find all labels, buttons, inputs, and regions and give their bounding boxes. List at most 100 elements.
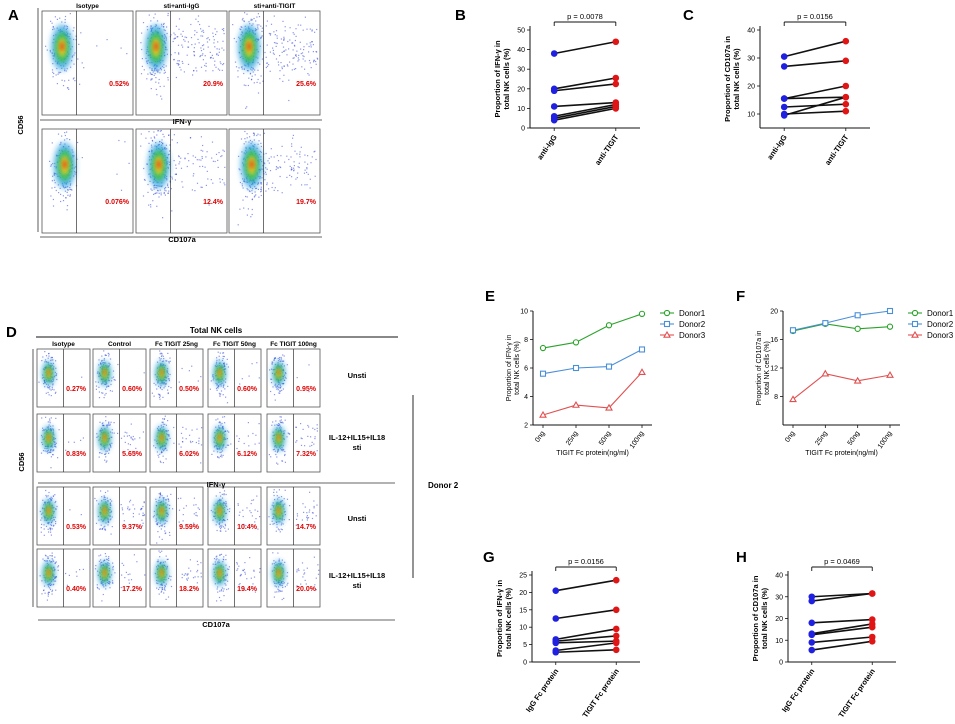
y-axis-label-line1: Proportion of IFN-γ in (493, 40, 502, 117)
flow-event-dot (74, 52, 76, 54)
flow-event-dot (129, 508, 131, 510)
flow-event-dot (256, 362, 258, 364)
flow-event-dot (251, 198, 253, 200)
flow-event-dot (282, 360, 284, 362)
flow-event-dot (260, 182, 262, 184)
flow-event-dot (225, 493, 227, 496)
flow-event-dot (54, 569, 56, 571)
flow-event-dot (293, 167, 295, 169)
flow-event-dot (316, 57, 318, 59)
flow-event-dot (272, 47, 274, 49)
flow-event-dot (150, 137, 152, 139)
flow-event-dot (283, 65, 285, 67)
flow-event-dot (153, 74, 155, 76)
flow-event-dot (216, 53, 218, 55)
flow-event-dot (256, 134, 258, 137)
gate-percentage: 0.40% (66, 586, 87, 593)
flow-event-dot (97, 570, 99, 572)
data-point-after (842, 107, 850, 115)
flow-event-dot (174, 34, 176, 36)
flow-event-dot (168, 190, 170, 192)
flow-event-dot (192, 577, 195, 579)
flow-event-dot (150, 78, 152, 80)
flow-event-dot (254, 74, 256, 76)
flow-event-dot (135, 447, 137, 449)
flow-event-dot (96, 45, 98, 47)
flow-event-dot (104, 453, 106, 455)
flow-event-dot (278, 496, 280, 498)
flow-event-dot (171, 176, 173, 178)
flow-event-dot (204, 166, 206, 168)
flow-event-dot (178, 52, 180, 54)
flow-event-dot (297, 60, 299, 62)
flow-event-dot (146, 78, 148, 80)
flow-event-dot (107, 352, 109, 354)
flow-event-dot (238, 67, 240, 69)
flow-event-dot (309, 28, 311, 30)
flow-event-dot (241, 19, 243, 21)
flow-event-dot (220, 495, 222, 497)
panel-a-column-title: sti+anti-IgG (164, 3, 200, 10)
flow-event-dot (49, 418, 51, 420)
y-axis-label-line2: total NK cells (%) (502, 48, 511, 110)
flow-event-dot (99, 452, 101, 454)
flow-event-dot (180, 432, 183, 434)
flow-event-dot (108, 421, 110, 423)
flow-event-dot (257, 510, 259, 512)
flow-event-dot (223, 63, 225, 65)
flow-event-dot (158, 385, 160, 387)
flow-event-dot (220, 63, 222, 65)
flow-event-dot (163, 29, 165, 31)
flow-event-dot (156, 388, 158, 390)
flow-event-dot (178, 381, 180, 383)
flow-event-dot (54, 438, 57, 440)
flow-event-dot (219, 451, 221, 454)
flow-event-dot (285, 49, 287, 51)
flow-event-dot (289, 61, 291, 63)
flow-event-dot (260, 142, 262, 144)
flow-event-dot (214, 160, 216, 163)
flow-event-dot (113, 379, 115, 381)
gate-percentage: 0.27% (66, 386, 87, 393)
flow-event-dot (223, 355, 225, 358)
flow-event-dot (110, 446, 112, 448)
flow-event-dot (160, 528, 162, 530)
y-tick-label: 0 (521, 126, 525, 133)
density-red (277, 434, 280, 440)
flow-event-dot (274, 384, 276, 386)
flow-event-dot (224, 430, 226, 432)
flow-event-dot (64, 190, 66, 192)
flow-event-dot (187, 41, 189, 43)
flow-event-dot (224, 381, 227, 383)
flow-event-dot (162, 462, 164, 464)
flow-event-dot (191, 44, 193, 46)
flow-event-dot (48, 531, 50, 533)
density-red (247, 41, 252, 52)
flow-event-dot (258, 196, 260, 198)
flow-event-dot (261, 35, 263, 37)
flow-event-dot (140, 42, 142, 44)
flow-event-dot (187, 577, 189, 579)
flow-event-dot (265, 173, 267, 175)
flow-event-dot (284, 514, 286, 516)
flow-event-dot (161, 590, 163, 592)
flow-event-dot (109, 358, 112, 360)
flow-event-dot (240, 29, 242, 31)
flow-event-dot (110, 436, 112, 438)
flow-event-dot (272, 523, 274, 525)
density-red (218, 369, 221, 375)
flow-event-dot (109, 445, 111, 447)
flow-event-dot (160, 591, 162, 593)
flow-event-dot (316, 430, 318, 432)
flow-event-dot (245, 107, 247, 109)
flow-event-dot (216, 558, 218, 560)
flow-event-dot (164, 423, 166, 425)
flow-event-dot (65, 70, 67, 72)
flow-event-dot (303, 46, 305, 48)
flow-event-dot (123, 435, 125, 437)
flow-event-dot (249, 139, 251, 142)
flow-event-dot (45, 525, 48, 527)
flow-event-dot (203, 31, 205, 33)
panel-d-column-title: Fc TIGIT 25ng (155, 341, 198, 348)
flow-event-dot (249, 73, 251, 75)
